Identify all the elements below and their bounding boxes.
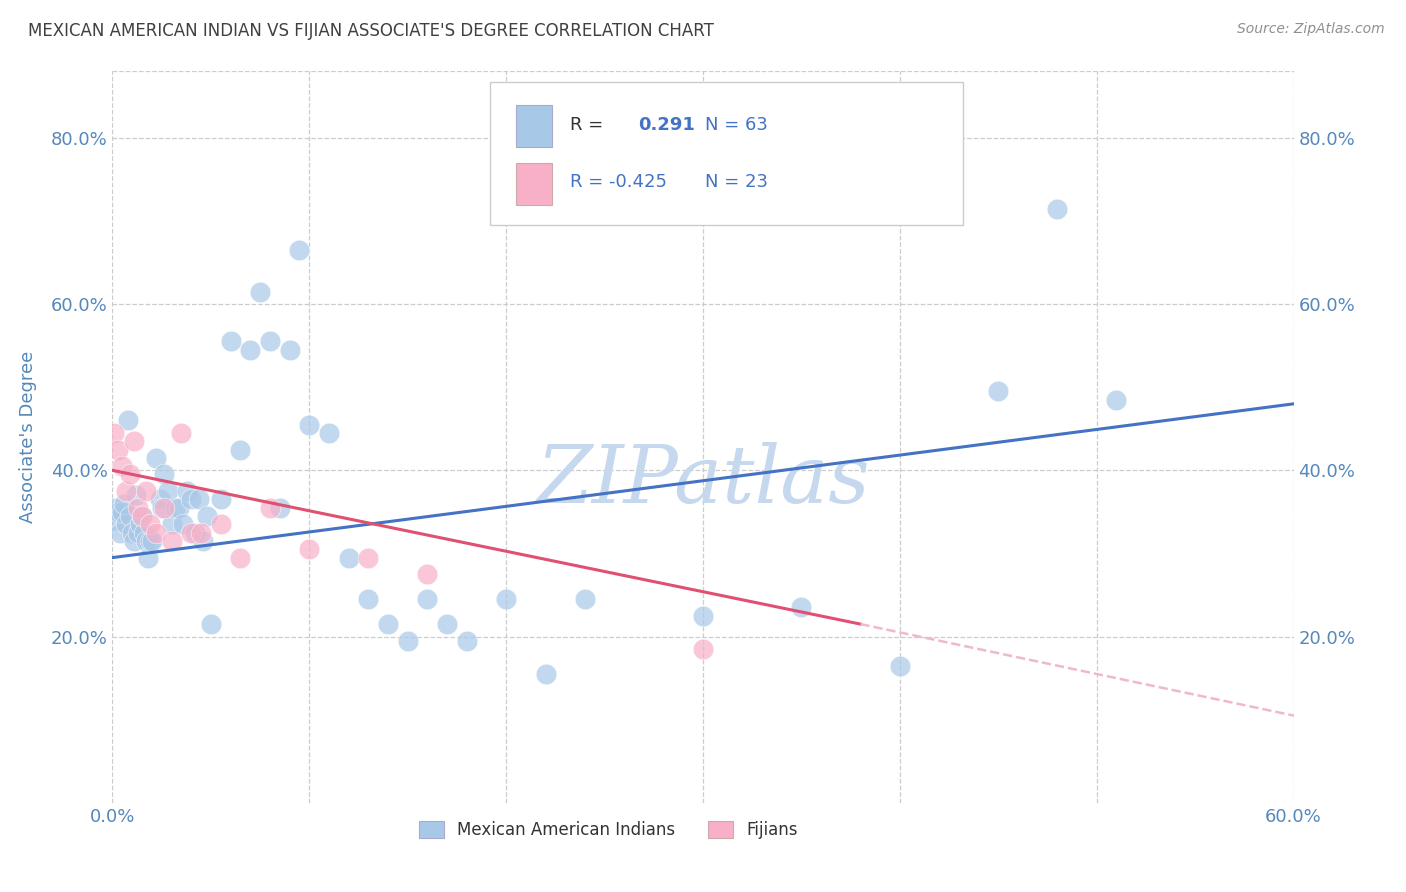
Point	[288, 243, 311, 257]
Point	[298, 542, 321, 557]
Point	[145, 450, 167, 465]
Point	[456, 633, 478, 648]
Point	[259, 334, 281, 349]
Point	[141, 533, 163, 548]
Point	[139, 517, 162, 532]
Point	[156, 484, 179, 499]
Point	[127, 525, 149, 540]
Point	[105, 513, 128, 527]
Point	[125, 488, 148, 502]
Point	[139, 533, 162, 548]
Point	[416, 592, 439, 607]
Point	[534, 667, 557, 681]
Point	[278, 343, 301, 357]
FancyBboxPatch shape	[491, 82, 963, 225]
Point	[790, 600, 813, 615]
Point	[229, 550, 252, 565]
Point	[129, 517, 152, 532]
Point	[152, 500, 174, 515]
Point	[103, 500, 125, 515]
Point	[249, 285, 271, 299]
Point	[176, 484, 198, 499]
Point	[149, 492, 172, 507]
Point	[1105, 392, 1128, 407]
Point	[200, 617, 222, 632]
Point	[987, 384, 1010, 399]
Point	[298, 417, 321, 432]
Point	[103, 425, 125, 440]
Point	[191, 533, 214, 548]
Point	[357, 592, 380, 607]
Point	[121, 525, 143, 540]
Point	[239, 343, 262, 357]
Point	[495, 592, 517, 607]
Text: MEXICAN AMERICAN INDIAN VS FIJIAN ASSOCIATE'S DEGREE CORRELATION CHART: MEXICAN AMERICAN INDIAN VS FIJIAN ASSOCI…	[28, 22, 714, 40]
Point	[357, 550, 380, 565]
Point	[131, 509, 153, 524]
Point	[180, 525, 202, 540]
Point	[122, 533, 145, 548]
Point	[318, 425, 340, 440]
Text: 0.291: 0.291	[638, 117, 695, 135]
Point	[574, 592, 596, 607]
Point	[209, 517, 232, 532]
Point	[112, 497, 135, 511]
Point	[127, 500, 149, 515]
Point	[209, 492, 232, 507]
Point	[259, 500, 281, 515]
Text: N = 23: N = 23	[706, 173, 768, 191]
Text: N = 63: N = 63	[706, 117, 768, 135]
Point	[115, 484, 138, 499]
Point	[377, 617, 399, 632]
Point	[269, 500, 291, 515]
Text: Source: ZipAtlas.com: Source: ZipAtlas.com	[1237, 22, 1385, 37]
Point	[889, 658, 911, 673]
Text: R = -0.425: R = -0.425	[569, 173, 666, 191]
Point	[110, 525, 132, 540]
FancyBboxPatch shape	[516, 162, 551, 205]
FancyBboxPatch shape	[516, 105, 551, 147]
Point	[184, 525, 207, 540]
Point	[120, 467, 142, 482]
Point	[436, 617, 458, 632]
Point	[135, 484, 157, 499]
Point	[219, 334, 242, 349]
Point	[145, 525, 167, 540]
Text: R =: R =	[569, 117, 609, 135]
Point	[111, 459, 134, 474]
Point	[188, 492, 211, 507]
Point	[115, 517, 138, 532]
Point	[120, 509, 142, 524]
Point	[180, 492, 202, 507]
Point	[160, 517, 183, 532]
Point	[195, 509, 218, 524]
Point	[170, 425, 193, 440]
Point	[692, 608, 714, 623]
Point	[1046, 202, 1069, 216]
Point	[416, 567, 439, 582]
Point	[229, 442, 252, 457]
Point	[396, 633, 419, 648]
Point	[692, 642, 714, 657]
Point	[107, 442, 129, 457]
Point	[135, 533, 157, 548]
Point	[131, 509, 153, 524]
Point	[165, 500, 187, 515]
Legend: Mexican American Indians, Fijians: Mexican American Indians, Fijians	[412, 814, 806, 846]
Point	[122, 434, 145, 449]
Point	[107, 505, 129, 519]
Y-axis label: Associate's Degree: Associate's Degree	[18, 351, 37, 524]
Point	[132, 525, 155, 540]
Point	[150, 500, 173, 515]
Point	[169, 500, 191, 515]
Point	[172, 517, 194, 532]
Point	[136, 550, 159, 565]
Text: ZIPatlas: ZIPatlas	[536, 442, 870, 520]
Point	[190, 525, 212, 540]
Point	[160, 533, 183, 548]
Point	[111, 505, 134, 519]
Point	[152, 467, 174, 482]
Point	[117, 413, 139, 427]
Point	[337, 550, 360, 565]
